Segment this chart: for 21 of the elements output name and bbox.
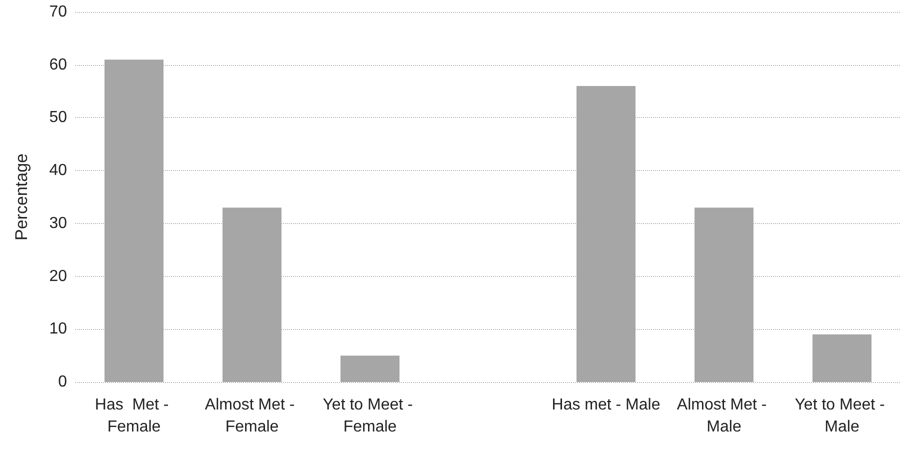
y-tick-label: 30 xyxy=(49,214,68,232)
y-tick-label: 50 xyxy=(49,109,68,126)
bar xyxy=(576,86,636,382)
x-tick-label: Almost Met - Male xyxy=(676,396,772,436)
y-tick-label: 0 xyxy=(58,374,68,390)
y-tick-label: 60 xyxy=(49,56,68,74)
y-tick-label: 20 xyxy=(49,268,68,285)
x-tick-label: Yet to Meet - Male xyxy=(794,396,890,436)
x-tick-label: Almost Met - Female xyxy=(204,396,300,436)
x-tick-label: Has Met - Female xyxy=(94,396,174,436)
bar xyxy=(812,334,872,382)
y-tick-label: 70 xyxy=(49,4,68,20)
y-axis-title: Percentage xyxy=(12,154,31,240)
bar xyxy=(104,60,164,382)
y-tick-label: 40 xyxy=(49,162,68,180)
x-tick-label: Yet to Meet - Female xyxy=(322,396,418,436)
y-tick-label: 10 xyxy=(49,320,68,338)
bar xyxy=(340,356,400,382)
x-tick-label: Has met - Male xyxy=(552,396,660,414)
bar xyxy=(694,208,754,382)
bar xyxy=(222,208,282,382)
